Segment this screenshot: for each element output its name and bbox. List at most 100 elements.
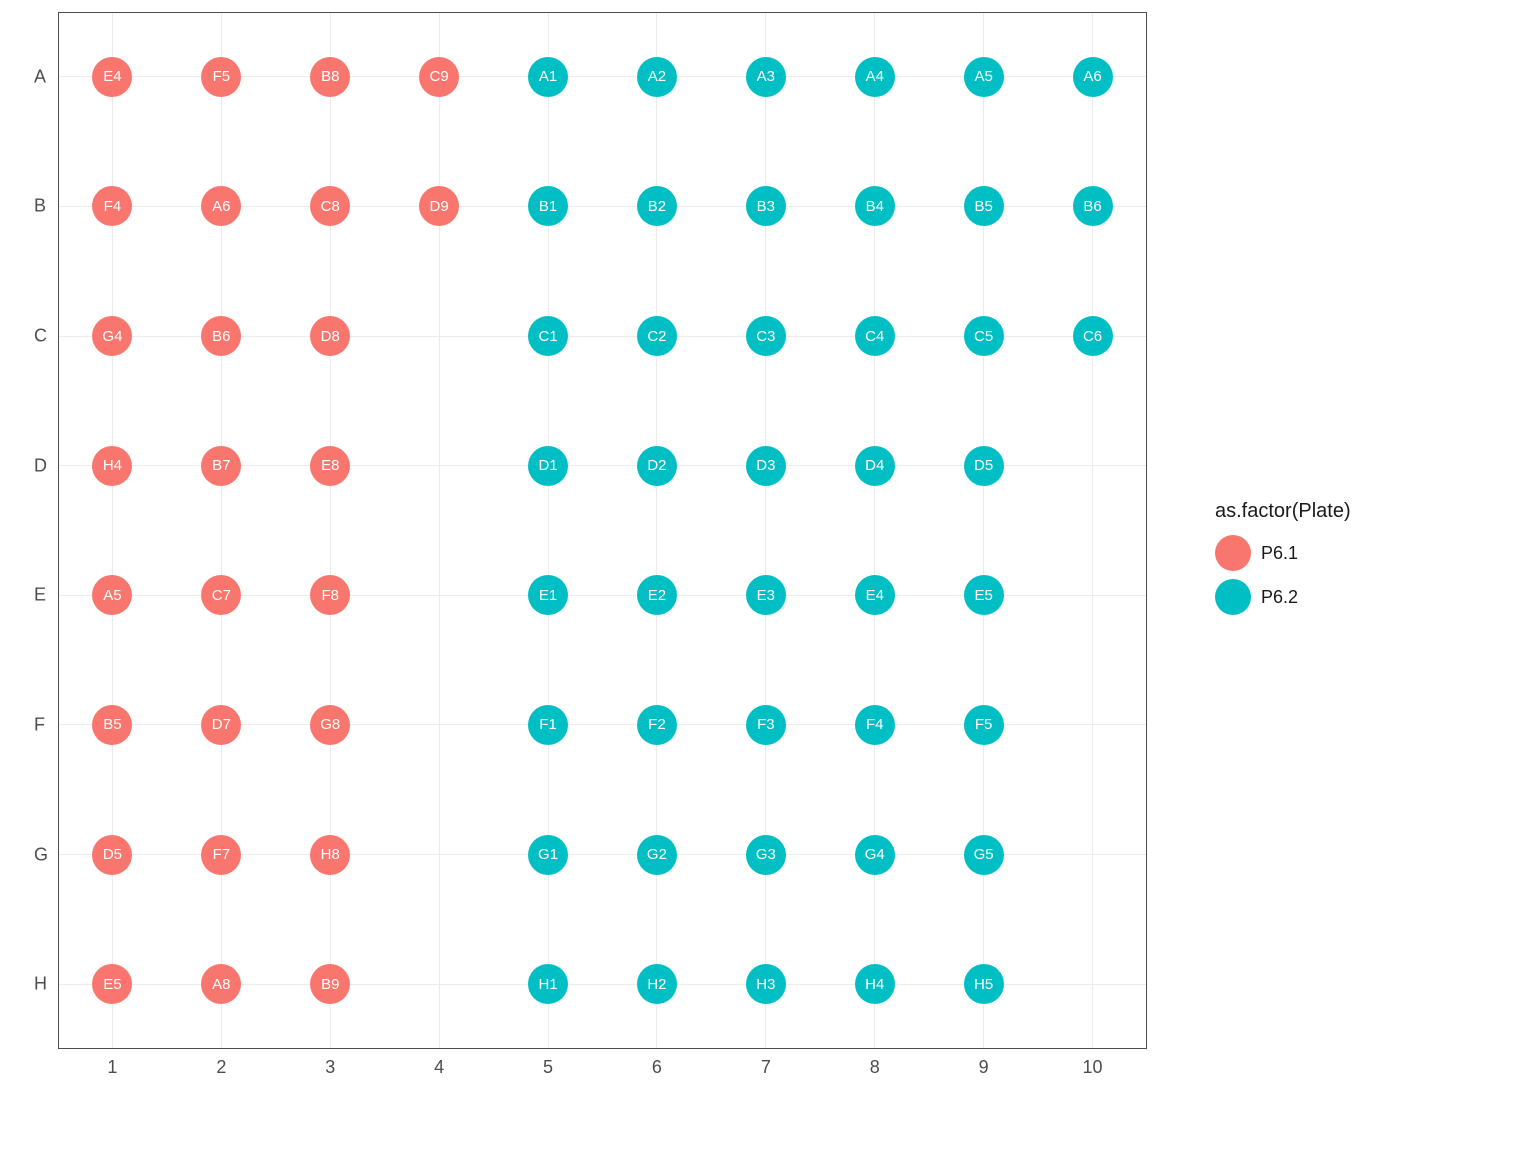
well-dot: B1 bbox=[528, 186, 568, 226]
well-dot: D5 bbox=[92, 835, 132, 875]
well-label: C6 bbox=[1083, 329, 1102, 344]
well-dot: E5 bbox=[92, 964, 132, 1004]
y-tick-label: A bbox=[34, 66, 46, 87]
well-dot: C6 bbox=[1073, 316, 1113, 356]
y-tick-label: B bbox=[34, 196, 46, 217]
well-dot: E5 bbox=[964, 575, 1004, 615]
legend-key-icon bbox=[1215, 535, 1251, 571]
well-dot: H8 bbox=[310, 835, 350, 875]
well-label: A3 bbox=[757, 69, 775, 84]
x-tick-label: 9 bbox=[979, 1057, 989, 1078]
well-dot: H4 bbox=[855, 964, 895, 1004]
well-dot: B5 bbox=[92, 705, 132, 745]
gridline-v bbox=[548, 12, 549, 1049]
well-dot: A6 bbox=[201, 186, 241, 226]
well-label: A1 bbox=[539, 69, 557, 84]
well-dot: B5 bbox=[964, 186, 1004, 226]
well-label: B4 bbox=[866, 199, 884, 214]
well-dot: B4 bbox=[855, 186, 895, 226]
well-label: A5 bbox=[974, 69, 992, 84]
well-dot: E4 bbox=[92, 57, 132, 97]
well-label: C7 bbox=[212, 588, 231, 603]
gridline-v bbox=[439, 12, 440, 1049]
well-dot: C5 bbox=[964, 316, 1004, 356]
well-label: D3 bbox=[756, 458, 775, 473]
well-dot: D9 bbox=[419, 186, 459, 226]
well-label: A4 bbox=[866, 69, 884, 84]
well-dot: B2 bbox=[637, 186, 677, 226]
gridline-v bbox=[874, 12, 875, 1049]
well-label: A6 bbox=[1083, 69, 1101, 84]
y-tick-label: C bbox=[34, 326, 47, 347]
well-label: A2 bbox=[648, 69, 666, 84]
gridline-v bbox=[656, 12, 657, 1049]
well-label: B5 bbox=[103, 717, 121, 732]
well-dot: F4 bbox=[92, 186, 132, 226]
well-label: B6 bbox=[1083, 199, 1101, 214]
well-label: E2 bbox=[648, 588, 666, 603]
well-label: F4 bbox=[866, 717, 884, 732]
well-dot: H2 bbox=[637, 964, 677, 1004]
gridline-v bbox=[112, 12, 113, 1049]
well-label: B2 bbox=[648, 199, 666, 214]
well-dot: E2 bbox=[637, 575, 677, 615]
well-label: A5 bbox=[103, 588, 121, 603]
y-tick-label: E bbox=[34, 585, 46, 606]
well-label: E5 bbox=[103, 977, 121, 992]
well-dot: D1 bbox=[528, 446, 568, 486]
well-dot: C7 bbox=[201, 575, 241, 615]
well-label: D5 bbox=[103, 847, 122, 862]
well-label: C8 bbox=[321, 199, 340, 214]
well-dot: G3 bbox=[746, 835, 786, 875]
well-label: H4 bbox=[865, 977, 884, 992]
well-label: H8 bbox=[321, 847, 340, 862]
well-label: H1 bbox=[538, 977, 557, 992]
well-label: G4 bbox=[865, 847, 885, 862]
well-label: C5 bbox=[974, 329, 993, 344]
well-label: E4 bbox=[103, 69, 121, 84]
well-dot: H4 bbox=[92, 446, 132, 486]
well-label: A8 bbox=[212, 977, 230, 992]
well-label: D8 bbox=[321, 329, 340, 344]
well-label: D5 bbox=[974, 458, 993, 473]
well-label: H4 bbox=[103, 458, 122, 473]
well-dot: B9 bbox=[310, 964, 350, 1004]
well-dot: A8 bbox=[201, 964, 241, 1004]
well-label: B8 bbox=[321, 69, 339, 84]
well-dot: H3 bbox=[746, 964, 786, 1004]
well-label: C1 bbox=[538, 329, 557, 344]
y-tick-label: D bbox=[34, 455, 47, 476]
x-tick-label: 6 bbox=[652, 1057, 662, 1078]
legend-key-icon bbox=[1215, 579, 1251, 615]
well-label: G5 bbox=[974, 847, 994, 862]
well-dot: F4 bbox=[855, 705, 895, 745]
chart-stage: E4F5B8C9A1A2A3A4A5A6F4A6C8D9B1B2B3B4B5B6… bbox=[0, 0, 1536, 1152]
gridline-v bbox=[221, 12, 222, 1049]
well-dot: D7 bbox=[201, 705, 241, 745]
well-label: H2 bbox=[647, 977, 666, 992]
well-label: B3 bbox=[757, 199, 775, 214]
well-dot: G5 bbox=[964, 835, 1004, 875]
x-tick-label: 7 bbox=[761, 1057, 771, 1078]
legend-label: P6.1 bbox=[1261, 543, 1298, 564]
well-label: E3 bbox=[757, 588, 775, 603]
well-dot: C4 bbox=[855, 316, 895, 356]
y-tick-label: G bbox=[34, 844, 48, 865]
well-label: G2 bbox=[647, 847, 667, 862]
well-dot: B7 bbox=[201, 446, 241, 486]
well-dot: H1 bbox=[528, 964, 568, 1004]
well-label: A6 bbox=[212, 199, 230, 214]
well-label: F7 bbox=[213, 847, 231, 862]
well-dot: B6 bbox=[1073, 186, 1113, 226]
x-tick-label: 8 bbox=[870, 1057, 880, 1078]
well-dot: F1 bbox=[528, 705, 568, 745]
well-dot: F5 bbox=[201, 57, 241, 97]
legend-item: P6.1 bbox=[1215, 535, 1351, 571]
legend-item: P6.2 bbox=[1215, 579, 1351, 615]
well-label: F2 bbox=[648, 717, 666, 732]
well-dot: E8 bbox=[310, 446, 350, 486]
well-dot: D5 bbox=[964, 446, 1004, 486]
well-label: D2 bbox=[647, 458, 666, 473]
gridline-v bbox=[330, 12, 331, 1049]
well-dot: G1 bbox=[528, 835, 568, 875]
